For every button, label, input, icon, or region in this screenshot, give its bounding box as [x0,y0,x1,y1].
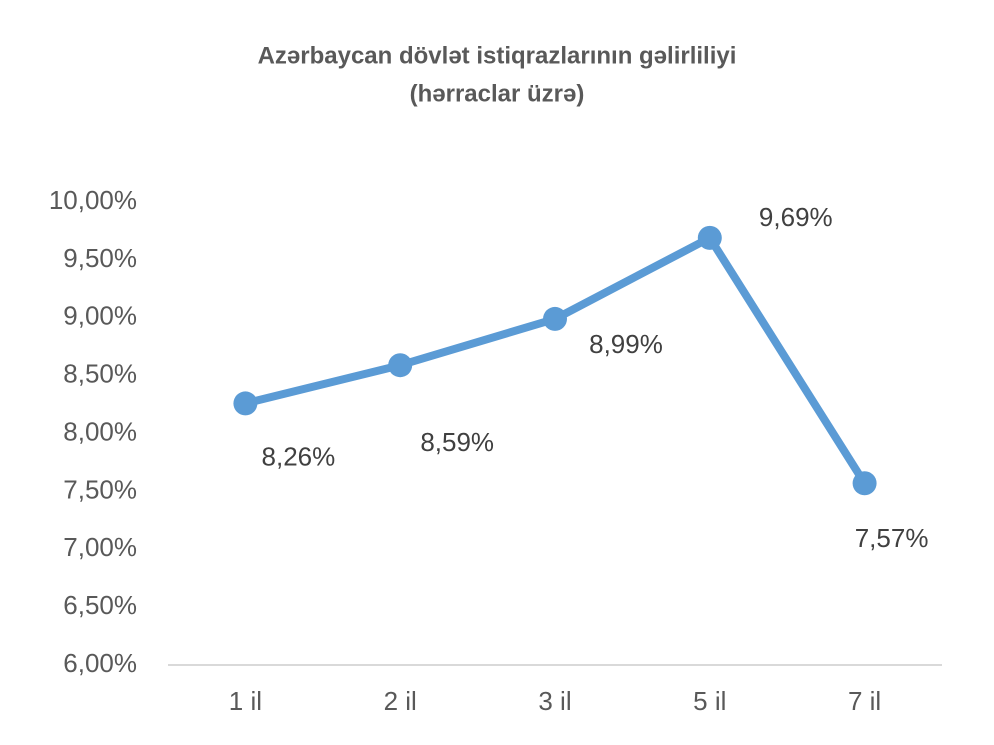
data-label: 9,69% [759,202,833,232]
y-tick-label: 6,50% [63,590,137,620]
marker [543,306,567,331]
x-tick-label: 1 il [229,686,262,716]
chart-title: Azərbaycan dövlət istiqrazlarının gəlirl… [258,42,737,69]
y-tick-label: 9,50% [63,243,137,273]
x-tick-label: 2 il [384,686,417,716]
y-tick-label: 8,50% [63,359,137,389]
marker [388,353,413,378]
y-tick-label: 6,00% [63,648,137,678]
y-tick-label: 7,50% [63,474,137,504]
x-tick-label: 7 il [848,686,881,716]
y-tick-label: 8,00% [63,416,137,446]
marker [233,391,258,416]
chart-title: (hərraclar üzrə) [410,80,585,107]
x-tick-label: 3 il [538,686,571,716]
x-tick-label: 5 il [693,686,726,716]
y-tick-label: 10,00% [49,185,137,215]
data-label: 8,26% [262,441,336,471]
data-label: 8,59% [420,427,494,457]
data-label: 7,57% [855,523,929,553]
data-label: 8,99% [589,329,663,359]
y-tick-label: 9,00% [63,301,137,331]
marker [852,471,877,496]
marker [697,225,722,250]
y-tick-label: 7,00% [63,532,137,562]
